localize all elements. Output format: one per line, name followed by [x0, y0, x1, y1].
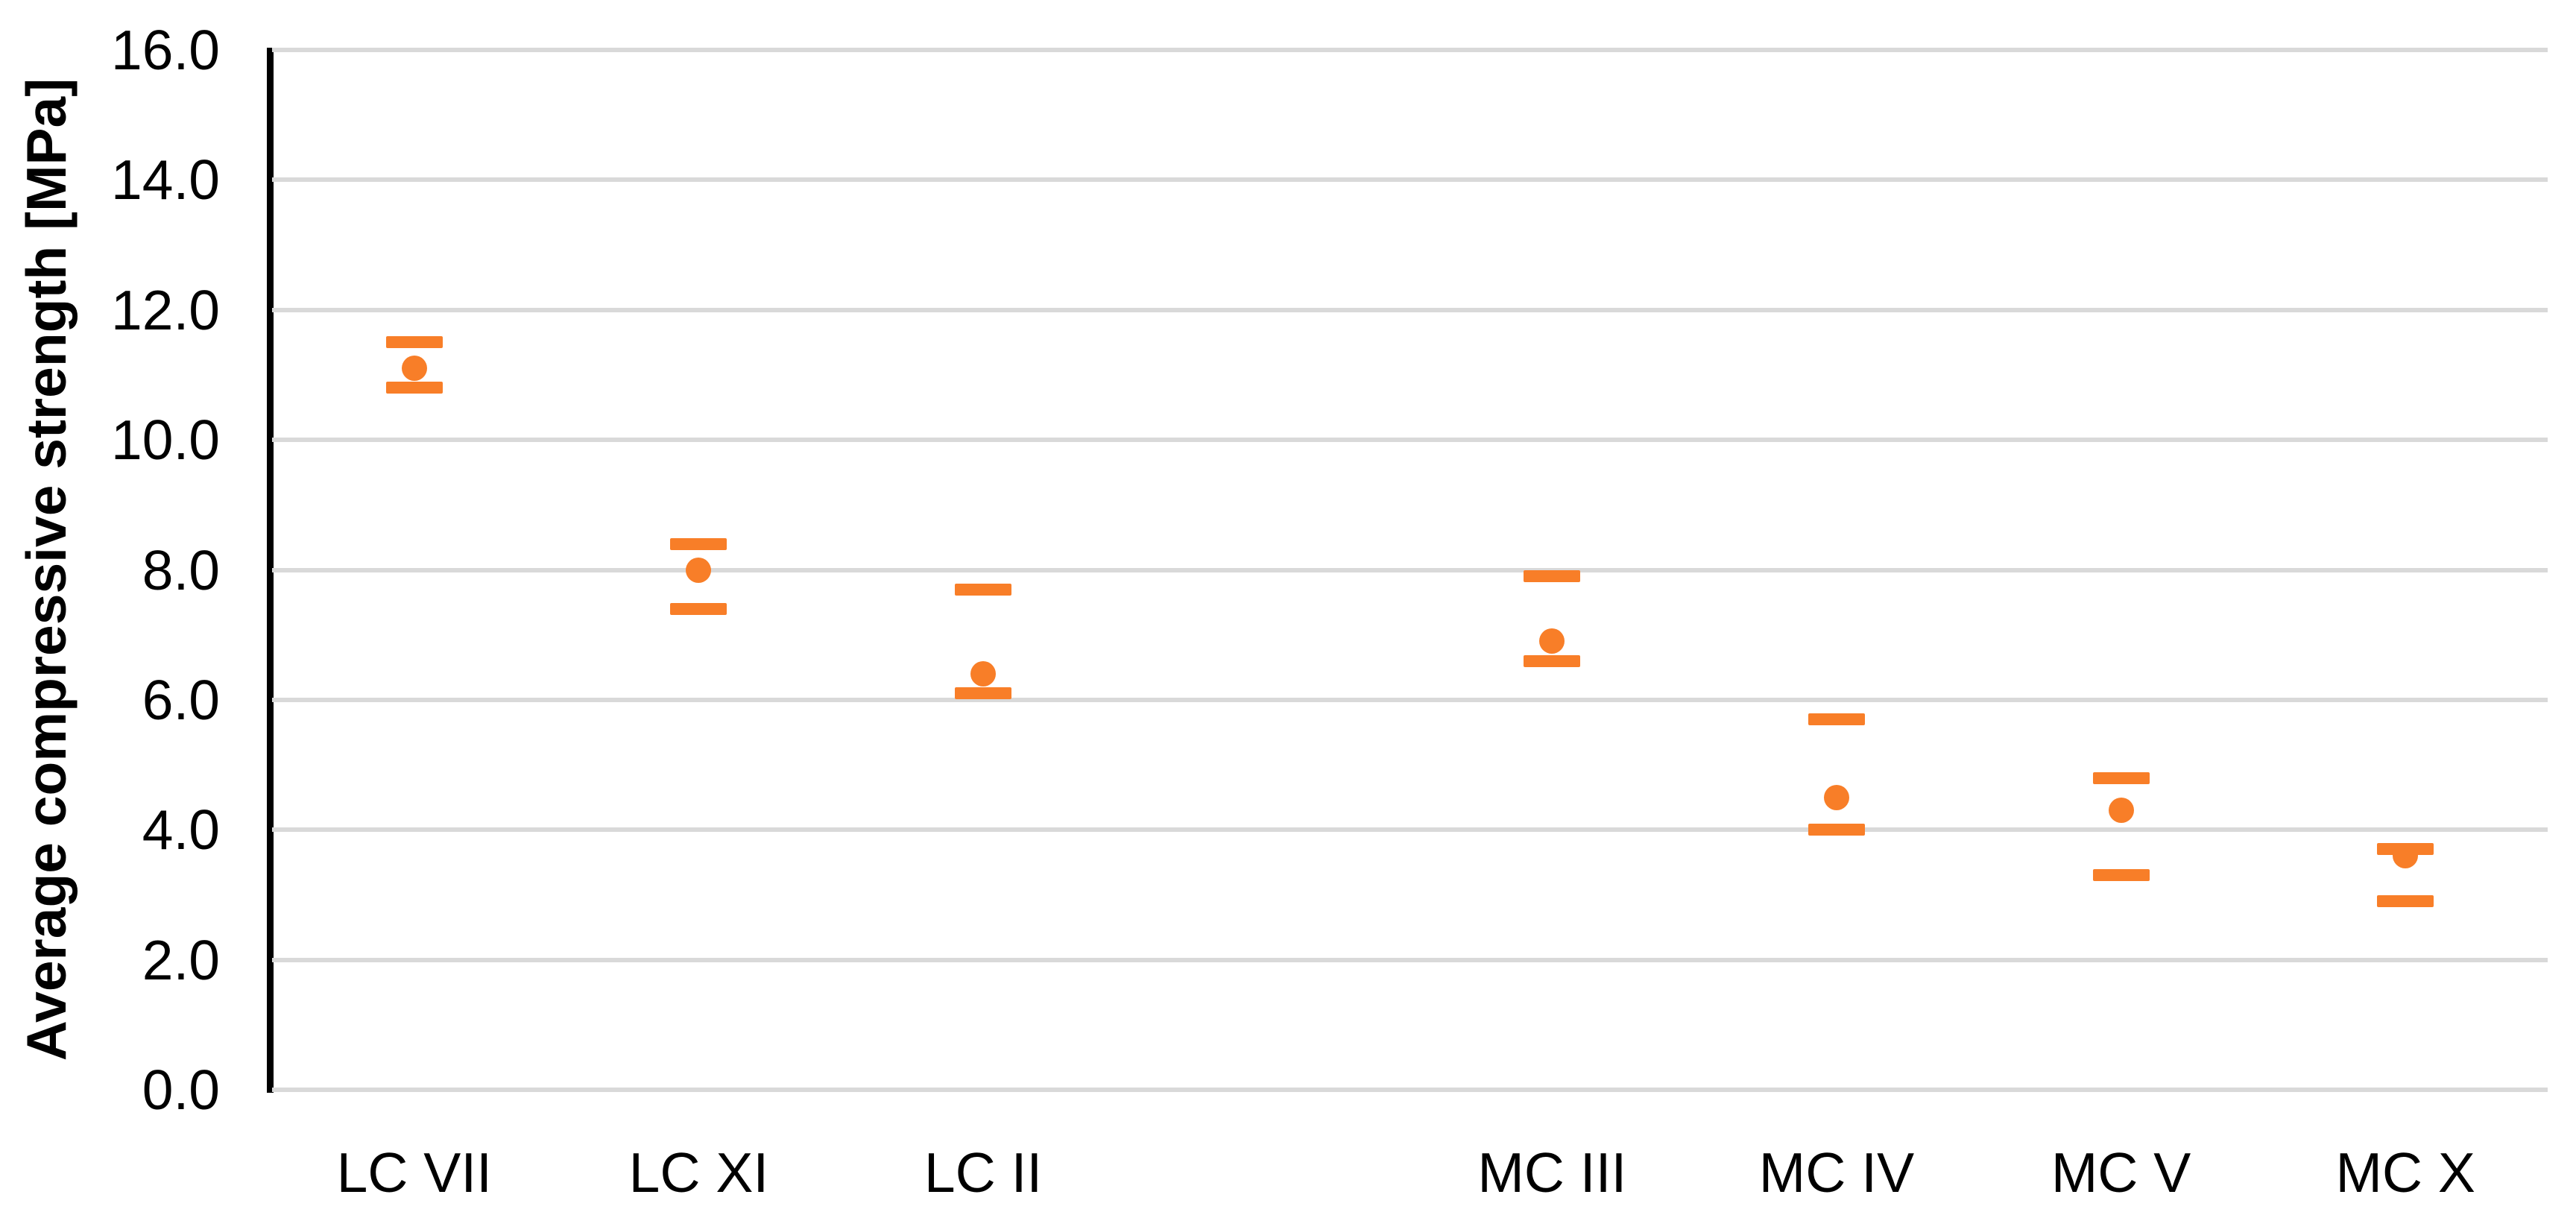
marker-dash-min-mc-x: [2377, 895, 2434, 908]
y-tick-label: 4.0: [142, 798, 220, 862]
gridline-y-2.0: [272, 957, 2548, 962]
gridline-y-4.0: [272, 827, 2548, 833]
marker-dash-max-mc-v: [2092, 771, 2150, 784]
marker-dash-min-lc-xi: [670, 602, 727, 615]
x-tick-label-mc-iv: MC IV: [1758, 1141, 1915, 1204]
marker-dash-max-lc-vii: [385, 336, 443, 349]
marker-dash-min-mc-iii: [1524, 654, 1581, 667]
marker-dot-mean-mc-iv: [1823, 784, 1849, 810]
marker-dash-min-lc-vii: [385, 382, 443, 394]
y-tick-label: 0.0: [142, 1058, 220, 1121]
x-tick-label-lc-vii: LC VII: [336, 1141, 493, 1204]
marker-dash-max-mc-iii: [1524, 570, 1581, 583]
marker-dash-max-mc-iv: [1808, 713, 1865, 726]
y-tick-label: 6.0: [142, 668, 220, 731]
marker-dot-mean-lc-ii: [970, 661, 997, 687]
gridline-y-6.0: [272, 697, 2548, 702]
y-tick-label: 8.0: [142, 538, 220, 602]
marker-dot-mean-mc-v: [2108, 798, 2134, 824]
x-tick-label-mc-v: MC V: [2051, 1141, 2191, 1204]
x-tick-label-mc-iii: MC III: [1477, 1141, 1627, 1204]
marker-dot-mean-lc-xi: [686, 557, 712, 583]
gridline-y-10.0: [272, 438, 2548, 443]
y-tick-label: 14.0: [111, 148, 220, 212]
plot-area: [272, 48, 2548, 1092]
x-tick-label-lc-xi: LC XI: [628, 1141, 769, 1204]
marker-dash-min-mc-v: [2092, 869, 2150, 882]
marker-dash-min-lc-ii: [955, 687, 1012, 700]
marker-dot-mean-lc-vii: [401, 356, 427, 382]
marker-dash-max-lc-xi: [670, 537, 727, 550]
marker-dash-min-mc-iv: [1808, 824, 1865, 836]
x-tick-label-mc-x: MC X: [2335, 1141, 2475, 1204]
gridline-y-14.0: [272, 177, 2548, 183]
marker-dot-mean-mc-iii: [1539, 628, 1565, 654]
y-tick-label: 16.0: [111, 19, 220, 81]
gridline-y-12.0: [272, 307, 2548, 312]
y-tick-label: 10.0: [111, 408, 220, 472]
marker-dash-max-mc-x: [2377, 843, 2434, 856]
gridline-y-0.0: [272, 1088, 2548, 1092]
marker-dash-max-lc-ii: [955, 583, 1012, 596]
gridline-y-16.0: [272, 48, 2548, 52]
y-axis-line: [267, 48, 274, 1093]
gridline-y-8.0: [272, 567, 2548, 572]
x-tick-label-lc-ii: LC II: [924, 1141, 1043, 1204]
y-tick-label: 2.0: [142, 928, 220, 991]
y-tick-label: 12.0: [111, 278, 220, 341]
